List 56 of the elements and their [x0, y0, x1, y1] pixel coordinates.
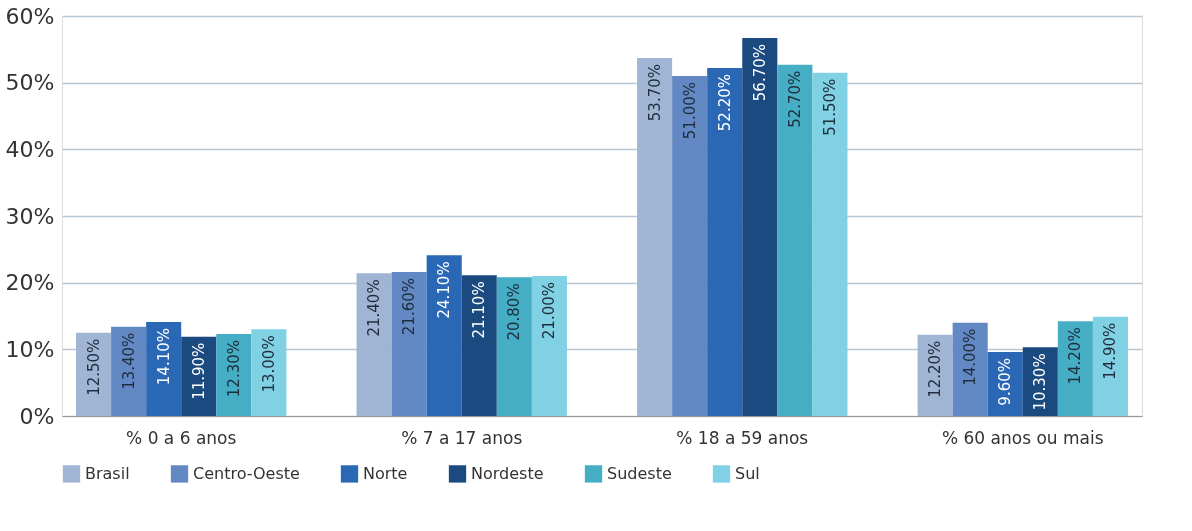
bar: [777, 64, 813, 416]
legend-label: Nordeste: [471, 463, 544, 483]
x-tick-label: % 7 a 17 anos: [401, 427, 523, 448]
data-label: 12.30%: [224, 340, 243, 398]
legend-label: Norte: [363, 463, 408, 483]
x-tick-label: % 60 anos ou mais: [941, 427, 1104, 448]
data-label: 14.20%: [1066, 327, 1085, 385]
data-label: 52.70%: [785, 70, 804, 128]
data-label: 10.30%: [1031, 353, 1050, 411]
data-label: 12.20%: [926, 340, 945, 398]
data-label: 21.60%: [400, 278, 419, 336]
bar: [531, 276, 567, 416]
data-label: 14.10%: [154, 328, 173, 386]
bar: [637, 58, 673, 416]
data-label: 11.90%: [189, 342, 208, 400]
bar: [672, 76, 708, 416]
x-tick-label: % 0 a 6 anos: [126, 427, 237, 448]
data-label: 52.20%: [715, 74, 734, 132]
data-label: 14.00%: [961, 328, 980, 386]
data-label: 14.90%: [1101, 322, 1120, 380]
data-label: 53.70%: [645, 64, 664, 122]
bar: [426, 255, 462, 416]
legend-label: Brasil: [85, 463, 130, 483]
data-label: 21.40%: [365, 279, 384, 337]
data-label: 21.10%: [470, 281, 489, 339]
data-label: 56.70%: [750, 44, 769, 102]
bar: [391, 272, 427, 416]
bar: [146, 322, 182, 416]
bar: [707, 68, 743, 416]
x-tick-label: % 18 a 59 anos: [676, 427, 809, 448]
data-label: 51.50%: [820, 78, 839, 136]
y-tick-label: 20%: [5, 270, 55, 296]
bar: [1092, 316, 1128, 416]
data-label: 13.40%: [119, 332, 138, 390]
data-label: 20.80%: [505, 283, 524, 341]
bar: [812, 72, 848, 416]
legend-label: Sudeste: [607, 463, 672, 483]
data-label: 51.00%: [680, 82, 699, 140]
data-label: 9.60%: [996, 358, 1015, 406]
y-tick-label: 30%: [5, 203, 55, 229]
data-label: 24.10%: [435, 261, 454, 319]
y-tick-label: 0%: [19, 403, 55, 429]
y-tick-label: 50%: [5, 70, 55, 96]
data-label: 12.50%: [84, 338, 103, 396]
y-tick-label: 40%: [5, 136, 55, 162]
data-label: 13.00%: [259, 335, 278, 393]
data-label: 21.00%: [540, 282, 559, 340]
legend-label: Centro-Oeste: [193, 463, 300, 483]
y-tick-label: 10%: [5, 336, 55, 362]
bar: [461, 275, 497, 416]
bar: [742, 38, 778, 416]
bar: [496, 277, 532, 416]
bar: [1057, 321, 1093, 416]
legend-label: Sul: [735, 463, 760, 483]
y-tick-label: 60%: [5, 3, 55, 29]
bar: [356, 273, 392, 416]
